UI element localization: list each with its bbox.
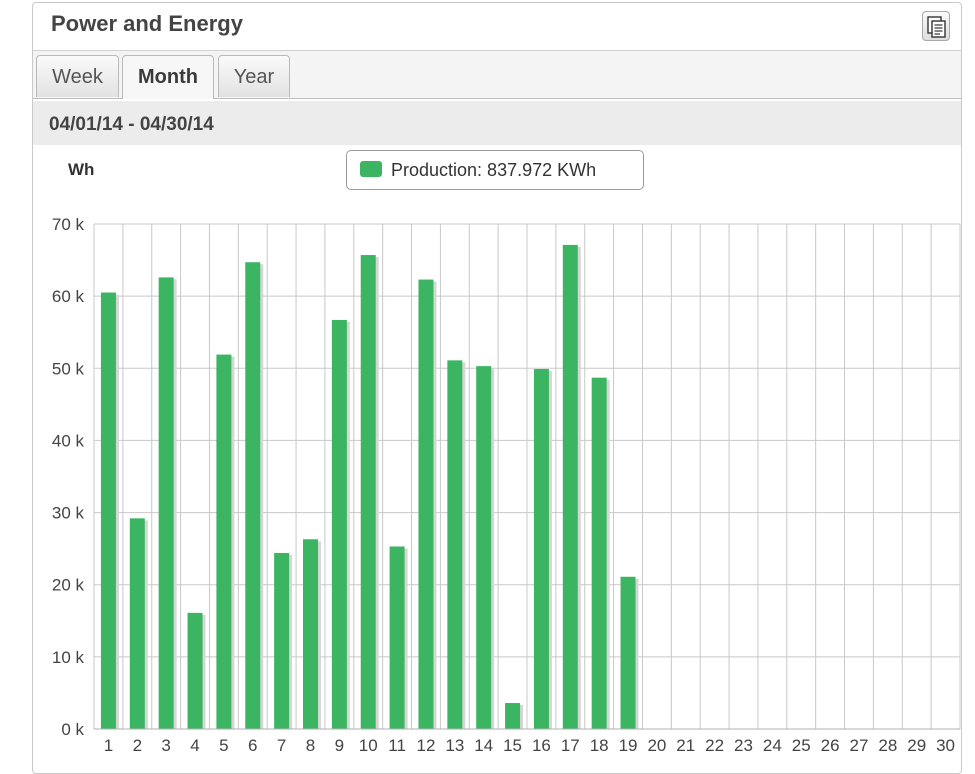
date-range: 04/01/14 - 04/30/14 (49, 114, 214, 135)
power-energy-panel: Power and Energy Week Month Year 04/01/1… (32, 2, 962, 774)
x-tick-label: 18 (590, 736, 609, 755)
x-tick-label: 1 (104, 736, 113, 755)
x-tick-label: 26 (821, 736, 840, 755)
date-range-row: 04/01/14 - 04/30/14 (33, 101, 961, 145)
tab-year[interactable]: Year (218, 55, 290, 97)
tab-week[interactable]: Week (36, 55, 119, 97)
x-tick-label: 4 (190, 736, 199, 755)
x-tick-label: 9 (335, 736, 344, 755)
tab-month[interactable]: Month (122, 55, 214, 99)
bar (360, 255, 376, 729)
x-tick-label: 6 (248, 736, 257, 755)
legend-label: Production: 837.972 KWh (391, 160, 597, 180)
x-tick-label: 22 (705, 736, 724, 755)
bar (476, 366, 492, 729)
bar (187, 612, 203, 729)
bar (303, 539, 318, 729)
bar (129, 518, 145, 729)
tab-bar: Week Month Year (33, 50, 961, 99)
x-tick-label: 12 (417, 736, 436, 755)
y-tick-label: 0 k (61, 720, 84, 739)
x-tick-label: 19 (619, 736, 638, 755)
export-button[interactable] (922, 11, 950, 41)
x-tick-label: 11 (388, 736, 406, 755)
x-tick-label: 13 (445, 736, 464, 755)
x-tick-label: 5 (219, 736, 228, 755)
bar (158, 277, 174, 729)
bar (418, 279, 434, 729)
x-tick-label: 30 (936, 736, 955, 755)
y-tick-label: 10 k (52, 648, 85, 667)
export-document-icon (927, 16, 946, 38)
x-tick-label: 10 (359, 736, 378, 755)
bar (620, 576, 636, 729)
x-tick-label: 14 (474, 736, 493, 755)
bar (331, 319, 347, 729)
chart-legend[interactable]: Production: 837.972 KWh (346, 150, 644, 190)
bar (274, 552, 290, 729)
bar (447, 360, 463, 729)
y-tick-label: 40 k (52, 431, 85, 450)
x-tick-label: 23 (734, 736, 753, 755)
x-tick-label: 27 (850, 736, 869, 755)
bar (389, 546, 405, 729)
x-tick-label: 21 (676, 736, 695, 755)
y-tick-label: 30 k (52, 504, 85, 523)
x-tick-label: 20 (647, 736, 666, 755)
x-tick-label: 15 (503, 736, 522, 755)
y-tick-label: 20 k (52, 576, 85, 595)
x-tick-label: 17 (561, 736, 580, 755)
bar (216, 354, 232, 729)
y-tick-label: 50 k (52, 359, 85, 378)
x-tick-label: 7 (277, 736, 286, 755)
x-tick-label: 8 (306, 736, 315, 755)
y-axis-unit: Wh (68, 160, 95, 179)
bar (505, 703, 521, 729)
bar (533, 369, 549, 729)
x-tick-label: 3 (161, 736, 170, 755)
x-tick-label: 28 (878, 736, 897, 755)
x-tick-label: 29 (907, 736, 926, 755)
bar (245, 262, 261, 729)
x-tick-label: 16 (532, 736, 551, 755)
bar (562, 244, 578, 729)
y-tick-label: 70 k (52, 215, 85, 234)
x-tick-label: 2 (133, 736, 142, 755)
x-tick-label: 24 (763, 736, 782, 755)
bar (591, 377, 607, 729)
y-tick-label: 60 k (52, 287, 85, 306)
legend-swatch (360, 161, 382, 177)
panel-title: Power and Energy (51, 11, 243, 36)
bar (100, 292, 116, 729)
x-tick-label: 25 (792, 736, 811, 755)
